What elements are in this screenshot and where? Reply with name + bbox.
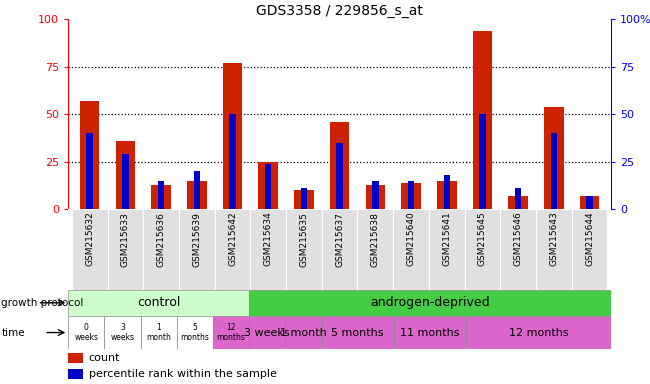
Text: androgen-deprived: androgen-deprived [370,296,490,309]
Bar [508,196,528,209]
Text: GSM215638: GSM215638 [371,212,380,266]
Bar [68,316,105,349]
Text: GSM215643: GSM215643 [549,212,558,266]
Bar [72,209,107,290]
Bar [322,209,358,290]
Bar [177,316,213,349]
Bar [401,183,421,209]
Text: GSM215641: GSM215641 [442,212,451,266]
Text: time: time [1,328,25,338]
Text: GSM215646: GSM215646 [514,212,523,266]
Bar [105,316,140,349]
Bar [437,181,456,209]
Bar [294,190,314,209]
Text: GSM215635: GSM215635 [300,212,308,266]
Text: 5
months: 5 months [181,323,209,342]
Bar [365,185,385,209]
Bar [140,316,177,349]
Bar [187,181,207,209]
Text: 11 months: 11 months [400,328,460,338]
Bar [479,114,486,209]
Bar [465,209,500,290]
Text: GSM215633: GSM215633 [121,212,130,266]
Bar [372,181,378,209]
Bar [301,189,307,209]
Bar [586,196,593,209]
Bar [330,122,350,209]
Bar [358,209,393,290]
Bar [500,209,536,290]
Bar [429,209,465,290]
Bar [265,164,272,209]
Bar [337,143,343,209]
Text: GSM215642: GSM215642 [228,212,237,266]
Bar [80,101,99,209]
Bar [229,114,236,209]
Bar [107,209,143,290]
Text: 1 month: 1 month [280,328,327,338]
Text: 3
weeks: 3 weeks [111,323,135,342]
Text: GSM215636: GSM215636 [157,212,166,266]
Text: 0
weeks: 0 weeks [74,323,98,342]
Bar [394,316,466,349]
Text: growth protocol: growth protocol [1,298,84,308]
Bar [122,154,129,209]
Text: GSM215637: GSM215637 [335,212,344,266]
Bar [158,181,164,209]
Bar [551,133,557,209]
Bar [179,209,215,290]
Bar [443,175,450,209]
Text: GSM215639: GSM215639 [192,212,202,266]
Bar [322,316,394,349]
Bar [286,209,322,290]
Text: GSM215644: GSM215644 [585,212,594,266]
Bar [223,63,242,209]
Text: 12 months: 12 months [509,328,569,338]
Text: 5 months: 5 months [332,328,384,338]
Text: count: count [89,353,120,363]
Bar [249,316,285,349]
Text: GSM215634: GSM215634 [264,212,273,266]
Bar [515,189,521,209]
Bar [68,369,83,379]
Bar [249,290,611,316]
Bar [473,31,492,209]
Bar [194,171,200,209]
Text: 1
month: 1 month [146,323,171,342]
Bar [68,290,249,316]
Text: 3 weeks: 3 weeks [244,328,290,338]
Bar [68,353,83,362]
Bar [214,209,250,290]
Text: percentile rank within the sample: percentile rank within the sample [89,369,277,379]
Bar [572,209,608,290]
Bar [213,316,249,349]
Text: control: control [137,296,181,309]
Bar [86,133,93,209]
Title: GDS3358 / 229856_s_at: GDS3358 / 229856_s_at [256,4,423,18]
Text: 12
months: 12 months [216,323,246,342]
Bar [393,209,429,290]
Bar [580,196,599,209]
Bar [408,181,414,209]
Bar [259,162,278,209]
Text: GSM215645: GSM215645 [478,212,487,266]
Bar [250,209,286,290]
Bar [285,316,322,349]
Bar [536,209,572,290]
Bar [116,141,135,209]
Text: GSM215632: GSM215632 [85,212,94,266]
Bar [466,316,611,349]
Bar [143,209,179,290]
Bar [544,107,564,209]
Text: GSM215640: GSM215640 [406,212,415,266]
Bar [151,185,171,209]
